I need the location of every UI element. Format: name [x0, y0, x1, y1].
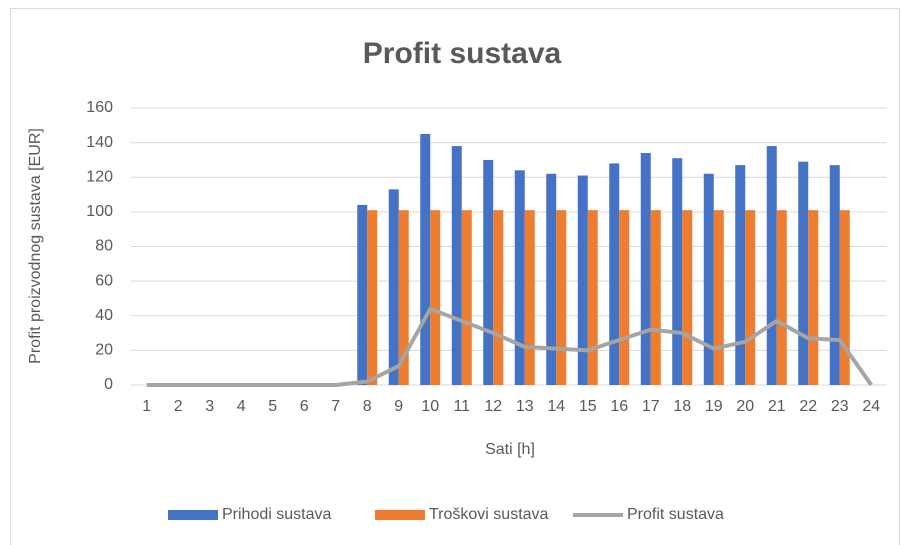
bar — [398, 210, 409, 385]
bar — [839, 210, 850, 385]
x-tick-label: 21 — [768, 398, 786, 415]
bar — [587, 210, 598, 385]
bar — [357, 204, 368, 385]
x-tick-label: 11 — [453, 398, 470, 415]
bar — [735, 165, 746, 385]
x-tick-label: 18 — [673, 398, 691, 415]
bar — [640, 153, 651, 385]
bar — [766, 146, 777, 385]
bar — [483, 159, 494, 385]
x-tick-label: 22 — [799, 398, 817, 415]
y-tick-label: 120 — [86, 168, 113, 185]
bar — [556, 210, 567, 385]
y-tick-label: 160 — [86, 99, 113, 116]
bar — [546, 173, 557, 385]
bar — [577, 175, 588, 385]
bar — [798, 161, 809, 385]
x-tick-label: 16 — [610, 398, 628, 415]
y-tick-label: 60 — [95, 272, 113, 289]
y-tick-label: 140 — [86, 134, 113, 151]
bar — [713, 210, 724, 385]
bar — [430, 210, 441, 385]
legend-swatch — [168, 510, 218, 520]
x-tick-label: 8 — [363, 398, 372, 415]
x-tick-label: 13 — [516, 398, 534, 415]
bar — [619, 210, 630, 385]
bar — [388, 189, 399, 385]
x-tick-label: 2 — [174, 398, 183, 415]
bar — [451, 146, 462, 385]
x-tick-label: 23 — [831, 398, 849, 415]
bar — [682, 210, 693, 385]
bar — [672, 158, 683, 385]
x-tick-label: 6 — [300, 398, 309, 415]
x-tick-label: 9 — [394, 398, 403, 415]
y-tick-label: 40 — [95, 307, 113, 324]
bar — [745, 210, 756, 385]
bar — [367, 210, 378, 385]
legend-label: Troškovi sustava — [429, 506, 549, 523]
x-tick-label: 15 — [579, 398, 597, 415]
x-tick-label: 24 — [862, 398, 880, 415]
y-tick-label: 100 — [86, 203, 113, 220]
y-axis-label: Profit proizvodnog sustava [EUR] — [27, 128, 44, 364]
legend-label: Prihodi sustava — [222, 506, 331, 523]
x-tick-label: 19 — [705, 398, 723, 415]
bar — [776, 210, 787, 385]
bar — [808, 210, 819, 385]
bar — [493, 210, 504, 385]
x-tick-label: 5 — [268, 398, 277, 415]
y-tick-label: 80 — [95, 238, 113, 255]
x-tick-label: 1 — [142, 398, 151, 415]
line — [146, 306, 873, 387]
legend-swatch — [375, 510, 425, 520]
x-tick-label: 20 — [736, 398, 754, 415]
bar — [514, 170, 525, 385]
bar — [609, 163, 620, 385]
bar — [524, 210, 535, 385]
y-tick-label: 0 — [104, 376, 113, 393]
x-tick-label: 12 — [484, 398, 502, 415]
x-tick-label: 10 — [421, 398, 439, 415]
x-tick-label: 7 — [331, 398, 340, 415]
x-tick-label: 3 — [205, 398, 214, 415]
bar — [420, 133, 431, 385]
x-tick-label: 17 — [642, 398, 660, 415]
bar — [461, 210, 472, 385]
x-tick-label: 4 — [237, 398, 246, 415]
bar — [703, 173, 714, 385]
bar — [829, 165, 840, 385]
bar — [650, 210, 661, 385]
legend-label: Profit sustava — [627, 506, 724, 523]
chart-title: Profit sustava — [363, 37, 562, 70]
x-tick-label: 14 — [547, 398, 565, 415]
y-tick-label: 20 — [95, 342, 113, 359]
x-axis-label: Sati [h] — [485, 441, 535, 458]
